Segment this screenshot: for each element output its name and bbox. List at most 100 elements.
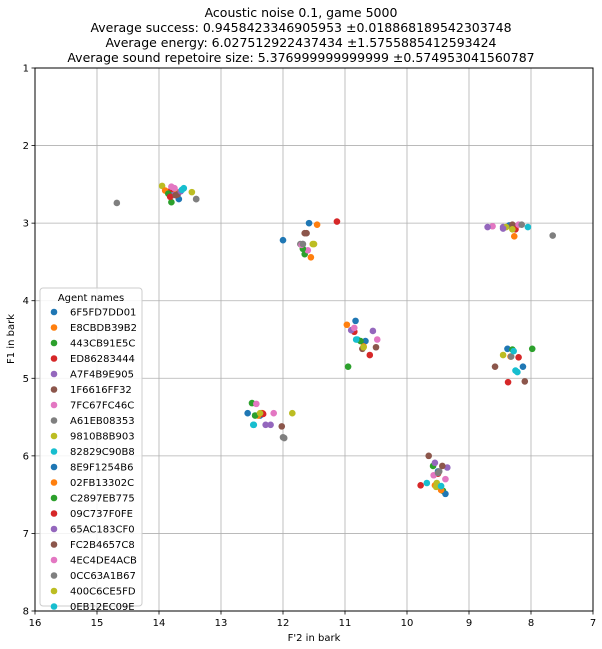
- data-point: [267, 421, 274, 429]
- chart-title-line-1: Acoustic noise 0.1, game 5000: [205, 5, 398, 20]
- data-point: [432, 483, 440, 491]
- legend-entry-label: 65AC183CF0: [70, 525, 135, 536]
- data-point: [188, 188, 196, 196]
- data-point: [499, 225, 507, 232]
- data-point: [304, 246, 312, 254]
- data-point: [437, 482, 445, 490]
- data-point: [444, 464, 451, 471]
- legend-marker: [50, 603, 58, 610]
- legend-entry-label: 7FC67FC46C: [70, 401, 134, 412]
- data-point: [510, 347, 517, 355]
- legend-entry-label: 82829C90B8: [70, 447, 135, 458]
- series-0CC63A1B67: [192, 195, 525, 477]
- data-point: [168, 183, 175, 190]
- data-point: [158, 182, 166, 190]
- data-point: [310, 240, 318, 248]
- legend-marker: [50, 572, 58, 579]
- series-400C6CE5FD: [188, 188, 516, 491]
- y-tick-label: 6: [23, 451, 29, 462]
- plot-frame: [34, 67, 594, 612]
- data-point: [489, 222, 496, 230]
- series-7FC67FC46C: [171, 184, 496, 483]
- data-point: [504, 345, 511, 353]
- x-tick-label: 7: [590, 618, 596, 629]
- data-point: [253, 400, 260, 408]
- x-tick-label: 12: [277, 618, 290, 629]
- data-point: [256, 409, 264, 417]
- legend-marker: [50, 324, 58, 331]
- legend-marker: [50, 494, 58, 502]
- data-point: [113, 199, 121, 207]
- data-point: [499, 351, 507, 359]
- chart-title-line-3: Average energy: 6.027512922437434 ±1.575…: [106, 35, 497, 50]
- data-point: [372, 343, 380, 351]
- data-point: [366, 351, 374, 359]
- data-point: [351, 324, 358, 332]
- legend-marker: [50, 355, 58, 362]
- data-point: [289, 409, 296, 417]
- data-point: [307, 253, 315, 261]
- data-point: [249, 421, 257, 429]
- data-point: [442, 490, 449, 498]
- legend-marker: [50, 556, 58, 564]
- x-axis-label: F'2 in bark: [288, 633, 341, 644]
- x-tick-label: 8: [528, 618, 534, 629]
- chart-title-line-4: Average sound repetoire size: 5.37699999…: [67, 50, 534, 65]
- data-point: [279, 236, 287, 244]
- data-point: [509, 226, 516, 233]
- legend-marker: [50, 525, 58, 533]
- legend-marker: [50, 448, 58, 455]
- x-tick-label: 16: [29, 618, 42, 629]
- data-point: [178, 186, 186, 194]
- legend-marker: [50, 401, 58, 409]
- data-point: [360, 343, 367, 351]
- legend-box: [39, 287, 143, 607]
- data-point: [491, 363, 499, 370]
- data-point: [279, 433, 287, 441]
- x-tick-label: 14: [153, 618, 166, 629]
- legend-entry-label: A61EB08353: [70, 416, 135, 427]
- legend-entry-label: 1F6616FF32: [70, 385, 132, 396]
- data-point: [333, 218, 341, 225]
- data-point: [172, 191, 180, 199]
- data-point: [362, 337, 369, 345]
- legend-marker: [50, 587, 58, 595]
- legend-entry-label: 09C737F0FE: [70, 509, 133, 520]
- data-point: [521, 378, 529, 385]
- legend-entry-label: 0EB12EC09E: [70, 602, 135, 613]
- data-point: [439, 462, 446, 470]
- legend-entry-label: 6F5FD7DD01: [70, 308, 136, 319]
- y-tick-label: 4: [23, 296, 29, 307]
- data-point: [549, 232, 556, 239]
- data-point: [484, 223, 491, 231]
- x-tick-label: 10: [401, 618, 414, 629]
- legend-entry-label: FC2B4657C8: [70, 540, 135, 551]
- data-point: [262, 421, 269, 429]
- data-point: [278, 423, 286, 430]
- data-point: [514, 368, 521, 376]
- legend-marker: [50, 386, 58, 393]
- x-tick-label: 9: [466, 618, 472, 629]
- data-point: [192, 195, 200, 203]
- data-point: [518, 221, 525, 228]
- legend-marker: [50, 370, 58, 378]
- legend-entry-label: 400C6CE5FD: [70, 587, 136, 598]
- x-tick-label: 11: [339, 618, 352, 629]
- data-points: [113, 182, 556, 498]
- data-point: [509, 221, 516, 228]
- legend-marker: [50, 510, 58, 517]
- x-tick-label: 15: [91, 618, 104, 629]
- data-point: [313, 221, 321, 228]
- y-tick-label: 3: [23, 219, 29, 230]
- data-point: [299, 240, 307, 248]
- legend-marker: [50, 541, 58, 548]
- legend-entry-label: E8CBDB39B2: [70, 323, 137, 334]
- legend-entry-label: 9810B8B903: [70, 432, 135, 443]
- data-point: [373, 336, 381, 343]
- legend-marker: [50, 308, 58, 316]
- data-point: [244, 409, 251, 417]
- data-point: [442, 475, 449, 483]
- data-point: [434, 469, 442, 477]
